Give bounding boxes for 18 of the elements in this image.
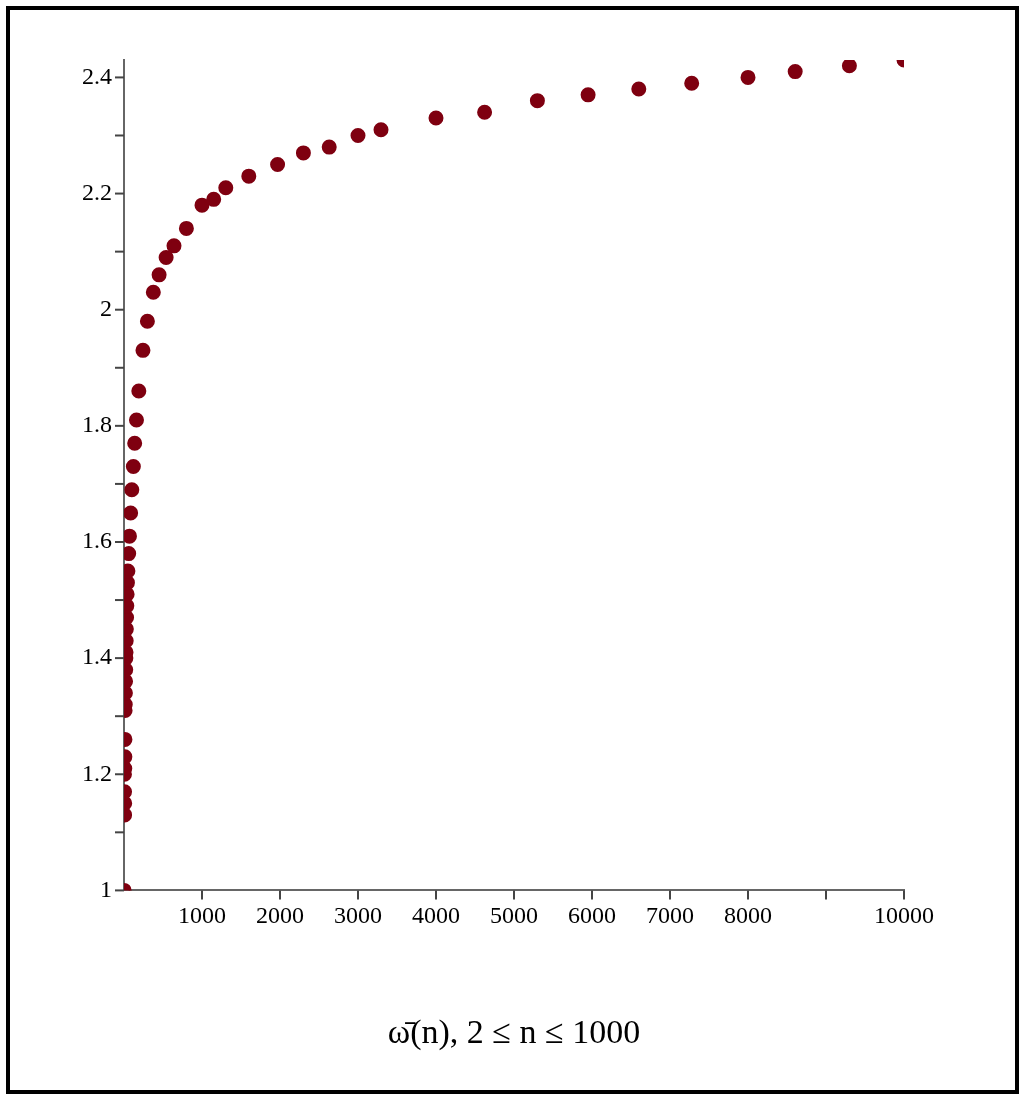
y-tick-label: 1.4: [82, 643, 112, 670]
x-tick-label: 7000: [646, 902, 694, 929]
y-tick-label: 1.8: [82, 411, 112, 438]
y-tick-label: 1.6: [82, 527, 112, 554]
y-tick-label: 1.2: [82, 759, 112, 786]
x-tick-label: 8000: [724, 902, 772, 929]
y-tick-label: 2.4: [82, 62, 112, 89]
x-tick-label: 5000: [490, 902, 538, 929]
x-tick-label: 2000: [256, 902, 304, 929]
x-tick-label: 3000: [334, 902, 382, 929]
x-tick-label: 10000: [874, 902, 934, 929]
y-tick-label: 2.2: [82, 178, 112, 205]
x-tick-label: 4000: [412, 902, 460, 929]
x-tick-label: 1000: [178, 902, 226, 929]
y-tick-label: 2: [100, 295, 112, 321]
y-tick-label: 1: [100, 875, 112, 902]
x-axis-title: ω̄(n), 2 ≤ n ≤ 1000: [387, 1012, 641, 1051]
x-tick-label: 6000: [568, 902, 616, 929]
